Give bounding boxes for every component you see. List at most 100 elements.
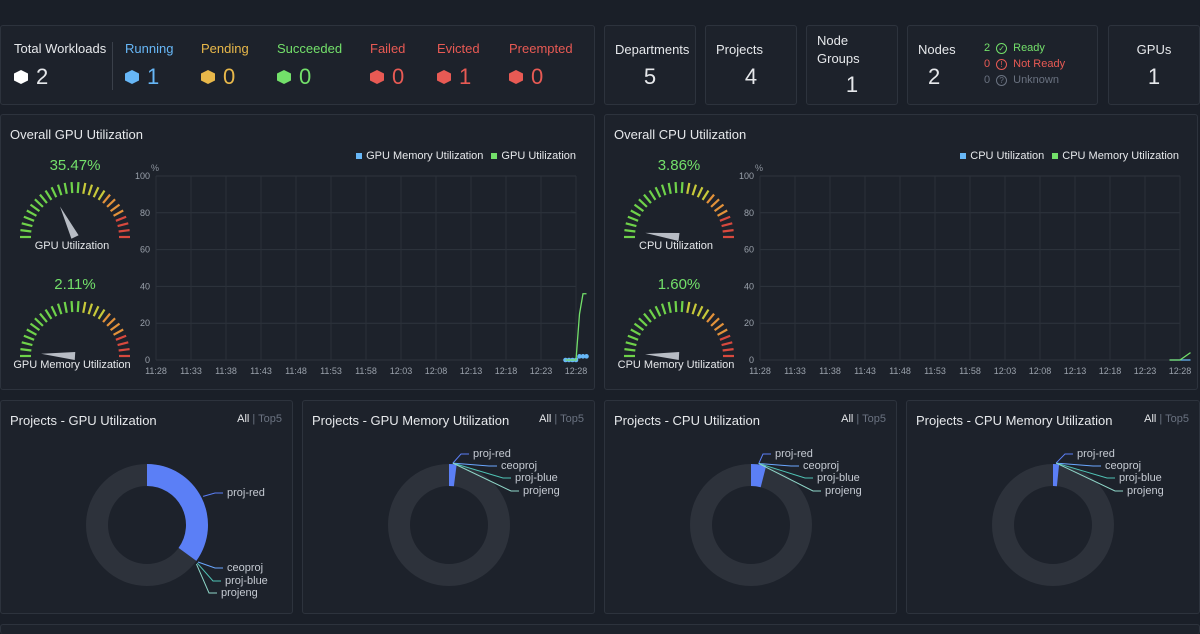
filter-top5[interactable]: Top5 xyxy=(560,413,584,425)
donut-leader-line xyxy=(758,463,821,492)
gauge-tick xyxy=(102,193,111,204)
workload-pending[interactable]: Pending 0 xyxy=(201,41,249,90)
gauge-tick xyxy=(633,322,645,332)
x-tick-label: 12:08 xyxy=(425,366,448,376)
proj-title-metric: CPU Utilization xyxy=(672,413,760,428)
gauge-tick xyxy=(44,308,53,320)
filter-all[interactable]: All xyxy=(539,413,552,425)
hexagon-icon xyxy=(201,70,215,84)
workload-succeeded[interactable]: Succeeded 0 xyxy=(277,41,342,90)
gauge-tick xyxy=(117,341,129,347)
workload-preempted[interactable]: Preempted 0 xyxy=(509,41,573,90)
hexagon-icon xyxy=(125,70,139,84)
x-tick-label: 11:38 xyxy=(215,366,237,376)
filter-top5[interactable]: Top5 xyxy=(862,413,886,425)
filter-all[interactable]: All xyxy=(237,413,250,425)
projects-card[interactable]: Projects 4 xyxy=(705,25,797,105)
departments-card[interactable]: Departments 5 xyxy=(604,25,696,105)
next-row-panel-edge xyxy=(0,624,1200,634)
workload-running[interactable]: Running 1 xyxy=(125,41,173,90)
cpu-panel-title: Overall CPU Utilization xyxy=(614,127,747,142)
gauge-tick xyxy=(706,193,715,204)
series-point xyxy=(580,354,586,359)
gauge-tick xyxy=(633,203,645,213)
nodes-label: Nodes xyxy=(918,42,956,57)
x-tick-label: 11:38 xyxy=(819,366,841,376)
legend-swatch-cpu-memory xyxy=(1052,153,1059,160)
gauge-tick xyxy=(627,215,639,222)
x-tick-label: 11:48 xyxy=(285,366,307,376)
gauge-tick xyxy=(686,182,691,194)
gpu-util-gauge-label: GPU Utilization xyxy=(34,240,110,252)
gauge-tick xyxy=(39,312,48,323)
pending-label: Pending xyxy=(201,41,249,56)
gpu-legend: GPU Memory Utilization GPU Utilization xyxy=(356,150,576,162)
donut-segment xyxy=(449,464,457,487)
donut-label: projeng xyxy=(825,485,862,497)
node-groups-label-line1: Node xyxy=(817,33,849,48)
projects-cpu-mem-panel: Projects - CPU Memory Utilization All | … xyxy=(906,400,1200,614)
total-workloads-label: Total Workloads xyxy=(14,41,107,56)
gauge-tick xyxy=(721,222,733,228)
gauge-tick xyxy=(20,348,32,352)
gauge-tick xyxy=(696,186,704,198)
gauge-needle xyxy=(60,206,79,239)
legend-gpu-memory[interactable]: GPU Memory Utilization xyxy=(356,150,483,162)
y-tick-label: 80 xyxy=(140,208,150,218)
workloads-divider xyxy=(112,42,113,90)
filter-top5[interactable]: Top5 xyxy=(258,413,282,425)
nodes-card[interactable]: Nodes 2 2 ✓ Ready 0 ! Not Ready 0 ? Unkn… xyxy=(907,25,1098,105)
gauge-tick xyxy=(660,303,667,315)
x-tick-label: 11:33 xyxy=(784,366,806,376)
gauge-tick xyxy=(710,317,720,327)
legend-cpu-memory[interactable]: CPU Memory Utilization xyxy=(1052,150,1179,162)
proj-title-metric: CPU Memory Utilization xyxy=(974,413,1113,428)
cpu-utilization-panel: Overall CPU Utilization CPU Utilization … xyxy=(604,114,1198,390)
hexagon-icon xyxy=(370,70,384,84)
legend-cpu-memory-label: CPU Memory Utilization xyxy=(1062,150,1179,162)
filter-all[interactable]: All xyxy=(841,413,854,425)
filter-top5[interactable]: Top5 xyxy=(1165,413,1189,425)
gauge-tick xyxy=(624,348,636,352)
proj-filter-toggle: All | Top5 xyxy=(841,413,886,425)
y-tick-label: 0 xyxy=(749,355,754,365)
donut-leader-line xyxy=(1056,462,1101,467)
departments-label: Departments xyxy=(615,42,690,57)
workload-failed[interactable]: Failed 0 xyxy=(370,41,405,90)
legend-gpu-memory-label: GPU Memory Utilization xyxy=(366,150,484,162)
y-tick-label: 20 xyxy=(744,318,754,328)
filter-separator: | xyxy=(1159,413,1163,425)
legend-gpu-util[interactable]: GPU Utilization xyxy=(491,150,576,162)
gauge-tick xyxy=(627,334,639,341)
total-workloads[interactable]: Total Workloads 2 xyxy=(14,41,106,90)
gauge-tick xyxy=(713,203,725,213)
gauge-tick xyxy=(39,193,48,204)
gauge-tick xyxy=(29,203,41,213)
donut-label: ceoproj xyxy=(227,562,263,574)
gpus-card[interactable]: GPUs 1 xyxy=(1108,25,1200,105)
preempted-value: 0 xyxy=(531,64,544,89)
node-groups-label-line2: Groups xyxy=(817,51,860,66)
gpu-util-gauge-value: 35.47% xyxy=(49,157,101,174)
x-tick-label: 12:03 xyxy=(994,366,1017,376)
node-groups-card[interactable]: Node Groups 1 xyxy=(806,25,898,105)
gauge-needle xyxy=(645,352,680,360)
gauge-tick xyxy=(117,222,129,228)
unknown-count: 0 xyxy=(984,74,991,86)
gauge-tick xyxy=(63,182,68,194)
legend-cpu-util[interactable]: CPU Utilization xyxy=(960,150,1044,162)
x-tick-label: 12:28 xyxy=(565,366,588,376)
gauge-tick xyxy=(722,229,734,233)
donut-label: proj-blue xyxy=(225,575,268,587)
gauge-tick xyxy=(50,305,58,317)
x-tick-label: 12:18 xyxy=(1099,366,1122,376)
gauge-tick xyxy=(710,198,720,208)
x-tick-label: 12:13 xyxy=(460,366,483,376)
cpu-legend: CPU Utilization CPU Memory Utilization xyxy=(960,150,1179,162)
gauge-tick xyxy=(97,308,106,320)
workload-evicted[interactable]: Evicted 1 xyxy=(437,41,480,90)
filter-all[interactable]: All xyxy=(1144,413,1157,425)
gpus-label: GPUs xyxy=(1136,42,1172,57)
pending-value: 0 xyxy=(223,64,236,89)
